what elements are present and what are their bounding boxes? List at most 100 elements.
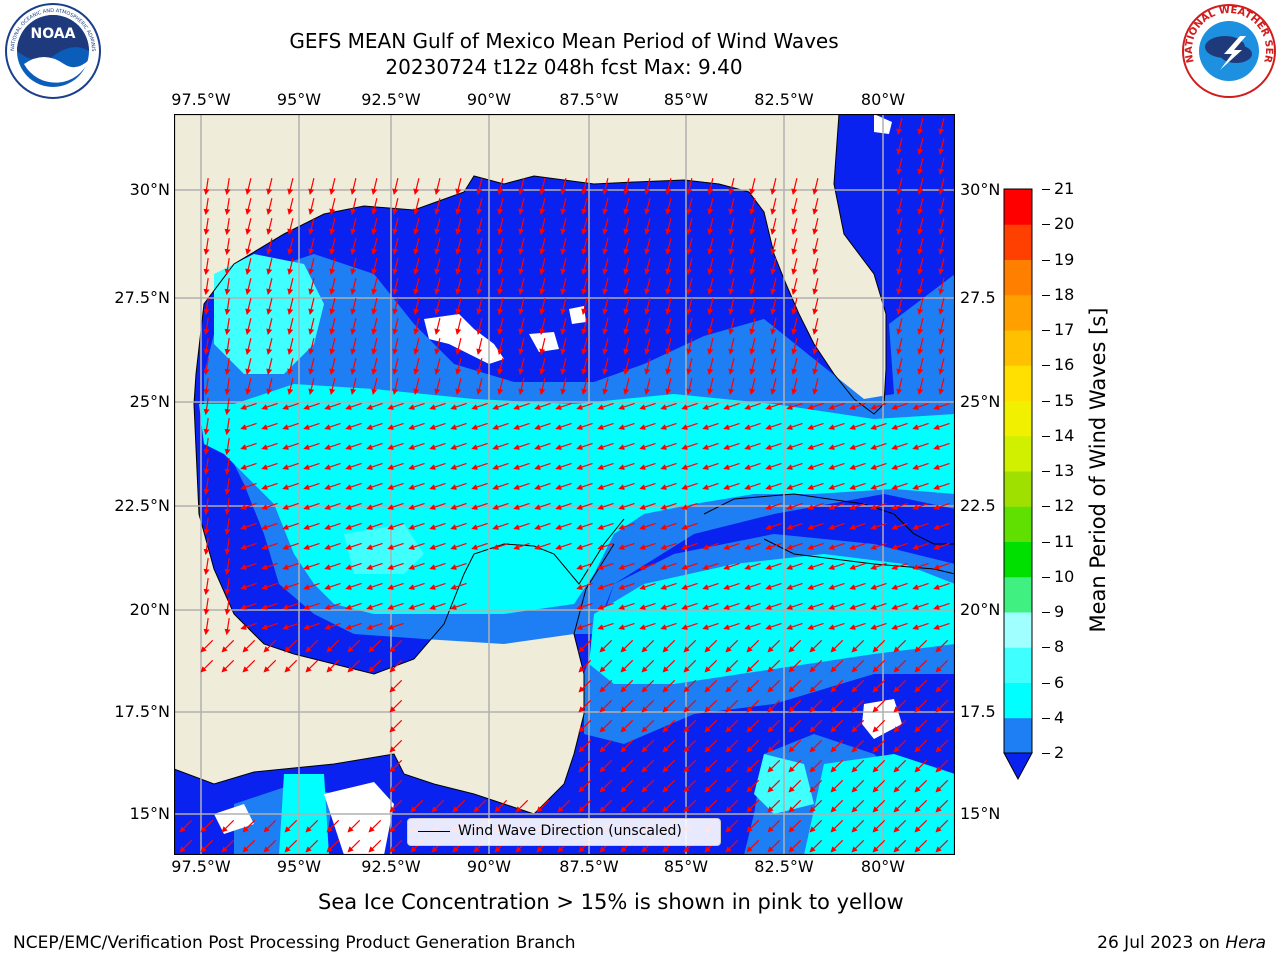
wave-direction-arrow bbox=[620, 659, 634, 673]
wave-direction-arrow bbox=[597, 402, 614, 410]
wave-direction-arrow bbox=[261, 562, 278, 570]
wave-direction-arrow bbox=[497, 218, 504, 235]
wave-direction-arrow bbox=[702, 602, 719, 610]
wave-direction-arrow bbox=[389, 659, 403, 673]
wave-direction-arrow bbox=[389, 639, 403, 653]
wave-direction-arrow bbox=[749, 238, 756, 255]
wave-direction-arrow bbox=[620, 799, 634, 813]
wave-direction-arrow bbox=[408, 442, 425, 450]
wave-direction-arrow bbox=[618, 522, 635, 530]
wave-direction-arrow bbox=[389, 799, 403, 813]
wave-direction-arrow bbox=[641, 799, 655, 813]
wave-direction-arrow bbox=[702, 582, 719, 590]
wave-direction-arrow bbox=[602, 378, 609, 395]
wave-direction-arrow bbox=[387, 622, 404, 630]
wave-direction-arrow bbox=[623, 338, 630, 355]
wave-direction-arrow bbox=[560, 298, 567, 315]
wave-direction-arrow bbox=[261, 402, 278, 410]
wave-direction-arrow bbox=[683, 759, 697, 773]
wave-direction-arrow bbox=[429, 602, 446, 610]
wave-direction-arrow bbox=[245, 318, 252, 335]
wave-direction-arrow bbox=[807, 622, 824, 630]
wave-direction-arrow bbox=[408, 402, 425, 410]
footer-branch: NCEP/EMC/Verification Post Processing Pr… bbox=[13, 933, 576, 953]
wave-direction-arrow bbox=[812, 218, 819, 235]
wave-direction-arrow bbox=[261, 542, 278, 550]
wave-direction-arrow bbox=[576, 542, 593, 550]
wave-direction-arrow bbox=[704, 639, 718, 653]
colorbar-tick-mark bbox=[1042, 506, 1050, 508]
wave-direction-arrow bbox=[308, 338, 315, 355]
wave-direction-arrow bbox=[788, 839, 802, 853]
wave-direction-arrow bbox=[366, 422, 383, 430]
wave-direction-arrow bbox=[203, 218, 210, 236]
wave-direction-arrow bbox=[744, 562, 761, 570]
wave-direction-arrow bbox=[497, 198, 504, 215]
wave-direction-arrow bbox=[408, 522, 425, 530]
wave-direction-arrow bbox=[245, 378, 252, 395]
wave-direction-arrow bbox=[891, 462, 908, 470]
wave-direction-arrow bbox=[872, 839, 886, 853]
wave-direction-arrow bbox=[350, 378, 357, 395]
wave-direction-arrow bbox=[686, 298, 693, 315]
wave-direction-arrow bbox=[620, 699, 634, 713]
wave-direction-arrow bbox=[347, 839, 361, 853]
wave-direction-arrow bbox=[765, 542, 782, 550]
wave-direction-arrow bbox=[770, 338, 777, 355]
wave-direction-arrow bbox=[203, 178, 210, 196]
wave-direction-arrow bbox=[786, 562, 803, 570]
wave-direction-arrow bbox=[392, 318, 399, 335]
wave-direction-arrow bbox=[938, 138, 945, 155]
wave-direction-arrow bbox=[576, 562, 593, 570]
colorbar-tick-mark bbox=[1042, 682, 1050, 684]
wave-direction-arrow bbox=[665, 178, 672, 195]
wave-direction-arrow bbox=[746, 679, 760, 693]
colorbar-extend bbox=[1003, 752, 1033, 781]
wave-direction-arrow bbox=[455, 258, 462, 275]
wave-direction-arrow bbox=[224, 218, 231, 236]
wave-direction-arrow bbox=[914, 699, 928, 713]
wave-direction-arrow bbox=[767, 799, 781, 813]
wave-direction-arrow bbox=[560, 318, 567, 335]
wave-direction-arrow bbox=[744, 442, 761, 450]
wave-direction-arrow bbox=[476, 278, 483, 295]
wave-direction-arrow bbox=[203, 298, 210, 316]
lon-label-top-5: 87.5°W bbox=[559, 90, 619, 109]
wave-direction-arrow bbox=[599, 639, 613, 653]
wave-direction-arrow bbox=[830, 759, 844, 773]
wave-direction-arrow bbox=[413, 278, 420, 295]
wave-direction-arrow bbox=[368, 819, 382, 833]
colorbar-tick-label: 14 bbox=[1054, 425, 1075, 445]
wave-direction-arrow bbox=[287, 378, 294, 395]
wave-direction-arrow bbox=[917, 298, 924, 315]
wave-direction-arrow bbox=[282, 502, 299, 510]
wave-direction-arrow bbox=[807, 562, 824, 570]
wave-direction-arrow bbox=[851, 779, 865, 793]
wave-direction-arrow bbox=[870, 622, 887, 630]
wave-direction-arrow bbox=[891, 502, 908, 510]
wave-direction-arrow bbox=[387, 502, 404, 510]
wave-direction-arrow bbox=[203, 438, 210, 456]
wave-direction-arrow bbox=[681, 402, 698, 410]
wave-direction-arrow bbox=[347, 639, 361, 653]
wave-direction-arrow bbox=[471, 482, 488, 490]
wave-direction-arrow bbox=[686, 338, 693, 355]
wave-direction-arrow bbox=[704, 799, 718, 813]
wave-direction-arrow bbox=[602, 218, 609, 235]
wave-direction-arrow bbox=[786, 402, 803, 410]
wave-direction-arrow bbox=[350, 298, 357, 315]
wave-direction-arrow bbox=[938, 258, 945, 275]
wave-direction-arrow bbox=[644, 218, 651, 235]
wave-direction-arrow bbox=[618, 402, 635, 410]
wave-direction-arrow bbox=[471, 402, 488, 410]
wave-direction-arrow bbox=[770, 318, 777, 335]
wave-direction-arrow bbox=[872, 659, 886, 673]
wave-direction-arrow bbox=[200, 819, 214, 833]
wave-direction-arrow bbox=[518, 358, 525, 375]
wave-direction-arrow bbox=[618, 482, 635, 490]
wave-direction-arrow bbox=[683, 719, 697, 733]
wave-direction-arrow bbox=[560, 218, 567, 235]
wave-direction-arrow bbox=[807, 422, 824, 430]
wave-direction-arrow bbox=[870, 402, 887, 410]
wave-direction-arrow bbox=[350, 318, 357, 335]
